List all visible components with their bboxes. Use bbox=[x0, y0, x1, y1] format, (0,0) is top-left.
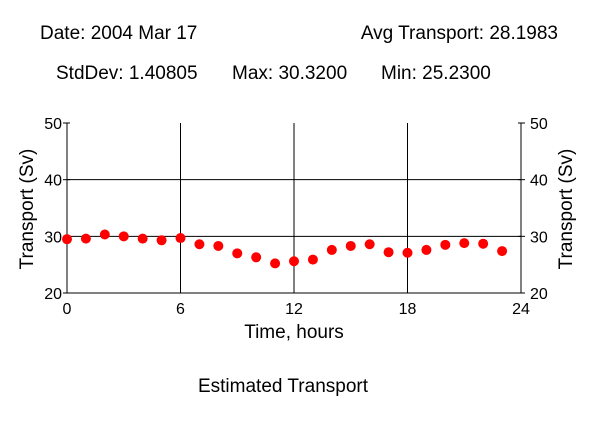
data-point bbox=[175, 233, 186, 244]
data-point bbox=[402, 247, 413, 258]
data-point bbox=[440, 239, 451, 250]
y-tick-label-right-30: 30 bbox=[530, 229, 548, 246]
y-tick-label-left-50: 50 bbox=[44, 116, 62, 133]
data-point bbox=[364, 239, 375, 250]
data-point bbox=[118, 231, 129, 242]
chart-caption: Estimated Transport bbox=[198, 376, 369, 397]
y-tick-label-left-20: 20 bbox=[44, 286, 62, 303]
y-axis-label-left: Transport (Sv) bbox=[17, 149, 38, 270]
data-point bbox=[156, 235, 167, 246]
y-tick-label-left-40: 40 bbox=[44, 173, 62, 190]
y-tick-label-right-50: 50 bbox=[530, 116, 548, 133]
y-tick-label-right-40: 40 bbox=[530, 173, 548, 190]
data-point bbox=[345, 240, 356, 251]
x-tick-label-18: 18 bbox=[399, 301, 417, 318]
data-point bbox=[289, 256, 299, 267]
x-tick-label-0: 0 bbox=[63, 301, 72, 318]
x-tick-label-24: 24 bbox=[512, 301, 530, 318]
data-point bbox=[213, 240, 224, 251]
avg-transport-label: Avg Transport: 28.1983 bbox=[360, 23, 558, 44]
y-axis-label-right: Transport (Sv) bbox=[556, 149, 577, 270]
tick-layer bbox=[63, 122, 525, 294]
data-point bbox=[326, 244, 337, 255]
data-point-layer bbox=[62, 229, 508, 269]
data-point bbox=[307, 254, 318, 265]
data-point bbox=[80, 233, 91, 244]
x-tick-label-12: 12 bbox=[285, 301, 303, 318]
data-point bbox=[99, 229, 110, 240]
data-point bbox=[251, 252, 262, 263]
data-point bbox=[497, 246, 508, 257]
data-point bbox=[478, 238, 489, 249]
data-point bbox=[62, 234, 72, 245]
x-tick-label-6: 6 bbox=[176, 301, 185, 318]
data-point bbox=[459, 238, 470, 249]
data-point bbox=[421, 244, 432, 255]
min-label: Min: 25.2300 bbox=[381, 63, 491, 84]
data-point bbox=[137, 233, 148, 244]
stddev-label: StdDev: 1.40805 bbox=[56, 63, 198, 84]
y-tick-label-left-30: 30 bbox=[44, 229, 62, 246]
x-axis-label: Time, hours bbox=[244, 322, 344, 343]
y-tick-label-right-20: 20 bbox=[530, 286, 548, 303]
date-label: Date: 2004 Mar 17 bbox=[40, 23, 198, 44]
data-point bbox=[194, 239, 205, 250]
max-label: Max: 30.3200 bbox=[232, 63, 348, 84]
data-point bbox=[383, 247, 394, 258]
grid-layer bbox=[67, 123, 521, 293]
data-point bbox=[270, 258, 281, 269]
data-point bbox=[232, 248, 243, 259]
